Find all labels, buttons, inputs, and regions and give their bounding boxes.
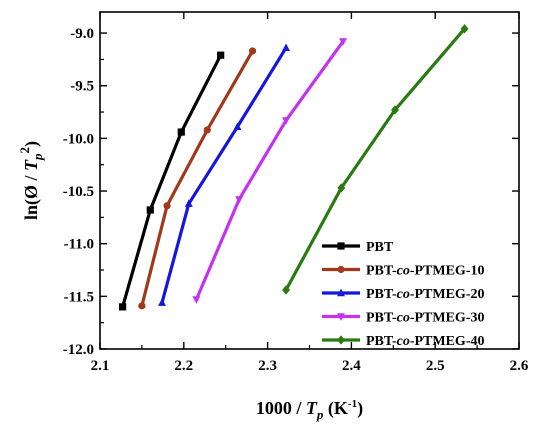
x-tick-label: 2.4 (342, 358, 361, 374)
data-point (282, 43, 290, 52)
y-axis-label: ln(Ø / Tp2) (17, 141, 45, 220)
data-point (177, 128, 185, 136)
legend-item: PBT (322, 240, 394, 255)
series-line (160, 46, 288, 304)
legend-label: PBT-co-PTMEG-40 (366, 334, 484, 349)
data-point (391, 105, 399, 115)
series-1 (119, 51, 225, 311)
y-tick-label: -12.0 (63, 342, 94, 358)
x-tick-label: 2.5 (426, 358, 445, 374)
series-2 (138, 47, 257, 310)
data-point (337, 183, 346, 193)
legend-label: PBT (366, 240, 394, 255)
data-point (337, 335, 345, 345)
x-axis-label: 1000 / Tp (K-1) (256, 398, 363, 422)
series-4 (192, 38, 347, 304)
data-point (282, 285, 290, 295)
data-point (235, 196, 244, 204)
data-point (146, 206, 154, 214)
data-point (158, 298, 166, 306)
y-tick-label: -10.5 (63, 184, 94, 200)
series-line (194, 40, 345, 301)
legend-item: PBT-co-PTMEG-40 (322, 334, 484, 349)
series-3 (158, 43, 290, 306)
data-point (203, 126, 211, 134)
series-line (121, 54, 223, 308)
data-point (217, 51, 225, 59)
data-point (233, 122, 242, 131)
legend-label: PBT-co-PTMEG-20 (366, 287, 484, 302)
data-point (337, 288, 345, 297)
legend-label: PBT-co-PTMEG-30 (366, 311, 484, 326)
x-tick-label: 2.3 (258, 358, 277, 374)
y-tick-label: -11.5 (64, 289, 94, 305)
data-point (119, 303, 127, 311)
data-point (460, 24, 469, 34)
data-point (138, 302, 146, 310)
data-point (337, 313, 345, 321)
x-tick-label: 2.6 (510, 358, 529, 374)
series-5 (282, 24, 469, 295)
x-tick-label: 2.2 (174, 358, 193, 374)
legend-label: PBT-co-PTMEG-10 (366, 264, 484, 279)
data-point (184, 199, 193, 207)
y-tick-label: -9.0 (70, 26, 94, 42)
data-point (248, 47, 257, 55)
series-line (140, 50, 254, 307)
legend-item: PBT-co-PTMEG-10 (322, 264, 484, 279)
data-point (339, 38, 347, 46)
y-tick-label: -10.0 (63, 131, 94, 147)
y-tick-label: -9.5 (70, 79, 94, 95)
legend: PBT PBT-co-PTMEG-10 PBT-co-PTMEG-20 PBT-co-… (322, 240, 484, 349)
data-point (163, 202, 171, 210)
data-point (192, 296, 201, 304)
data-point (282, 117, 290, 125)
legend-item: PBT-co-PTMEG-20 (322, 287, 484, 302)
data-point (337, 242, 345, 250)
x-tick-label: 2.1 (91, 358, 110, 374)
series-line (284, 27, 466, 291)
legend-item: PBT-co-PTMEG-30 (322, 311, 484, 326)
data-point (337, 265, 345, 274)
y-tick-label: -11.0 (64, 237, 94, 253)
